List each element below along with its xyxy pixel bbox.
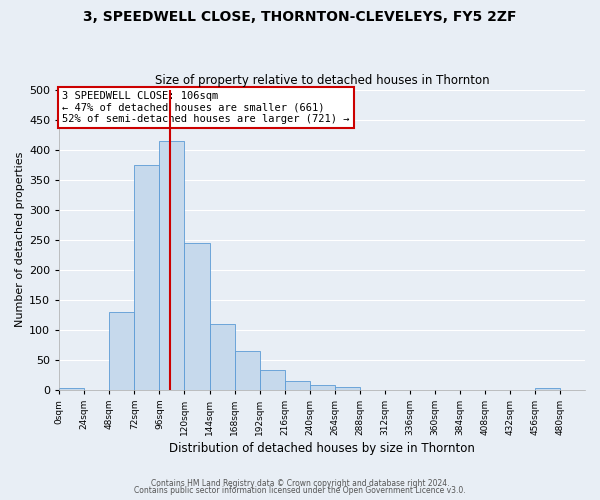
Y-axis label: Number of detached properties: Number of detached properties: [15, 152, 25, 328]
Bar: [310, 385, 335, 390]
Text: 3 SPEEDWELL CLOSE: 106sqm
← 47% of detached houses are smaller (661)
52% of semi: 3 SPEEDWELL CLOSE: 106sqm ← 47% of detac…: [62, 91, 349, 124]
Bar: [59, 388, 85, 390]
Bar: [235, 350, 260, 390]
Bar: [134, 164, 160, 390]
Bar: [260, 370, 284, 390]
Bar: [284, 380, 310, 390]
Bar: [160, 140, 184, 390]
Text: Contains public sector information licensed under the Open Government Licence v3: Contains public sector information licen…: [134, 486, 466, 495]
X-axis label: Distribution of detached houses by size in Thornton: Distribution of detached houses by size …: [169, 442, 475, 455]
Title: Size of property relative to detached houses in Thornton: Size of property relative to detached ho…: [155, 74, 490, 87]
Text: Contains HM Land Registry data © Crown copyright and database right 2024.: Contains HM Land Registry data © Crown c…: [151, 478, 449, 488]
Text: 3, SPEEDWELL CLOSE, THORNTON-CLEVELEYS, FY5 2ZF: 3, SPEEDWELL CLOSE, THORNTON-CLEVELEYS, …: [83, 10, 517, 24]
Bar: [335, 386, 360, 390]
Bar: [535, 388, 560, 390]
Bar: [109, 312, 134, 390]
Bar: [184, 242, 209, 390]
Bar: [209, 324, 235, 390]
